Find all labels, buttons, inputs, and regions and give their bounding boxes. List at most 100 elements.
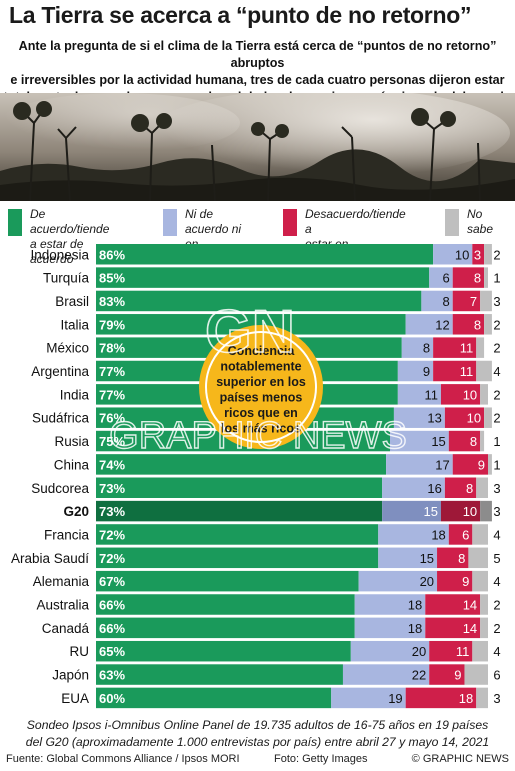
data-label-neutral: 18 — [431, 527, 445, 542]
data-label-neutral: 8 — [423, 341, 430, 356]
bar-agree — [96, 664, 343, 685]
data-label-disagree: 9 — [462, 574, 469, 589]
forest-fire-photo — [0, 93, 515, 201]
callout-text: ricos que en — [224, 406, 298, 420]
data-label-agree: 72% — [99, 551, 125, 566]
source-text: Fuente: Global Commons Alliance / Ipsos … — [6, 753, 240, 765]
bar-dontknow — [476, 477, 488, 498]
data-label-dontknow: 6 — [493, 668, 500, 683]
bar-disagree — [448, 524, 473, 545]
data-label-agree: 78% — [99, 341, 125, 356]
category-label: RU — [70, 644, 90, 659]
bar-disagree — [437, 547, 469, 569]
bar-agree — [96, 244, 434, 265]
category-label: EUA — [61, 691, 89, 706]
data-label-agree: 73% — [99, 504, 125, 519]
category-label: Alemania — [33, 574, 90, 589]
bar-disagree — [440, 500, 481, 522]
data-label-disagree: 18 — [459, 691, 473, 706]
category-label: G20 — [63, 504, 89, 519]
data-label-neutral: 22 — [412, 668, 426, 683]
data-label-disagree: 10 — [463, 387, 477, 402]
data-label-neutral: 15 — [420, 551, 434, 566]
bar-dontknow — [464, 664, 488, 685]
bar-agree — [96, 500, 383, 522]
bar-disagree — [444, 477, 477, 498]
bar-dontknow — [484, 244, 492, 265]
category-label: Canadá — [42, 621, 90, 636]
bar-disagree — [472, 244, 485, 265]
bar-neutral — [433, 244, 473, 265]
bar-neutral — [378, 524, 449, 545]
bar-dontknow — [480, 384, 488, 405]
bar-agree — [96, 570, 359, 592]
data-label-disagree: 11 — [460, 364, 474, 379]
bar-dontknow — [472, 570, 488, 592]
bar-agree — [96, 314, 406, 335]
bar-agree — [96, 640, 351, 662]
category-label: China — [54, 457, 90, 472]
data-label-dontknow: 3 — [493, 294, 500, 309]
data-label-neutral: 19 — [388, 691, 402, 706]
legend-label: No — [467, 207, 483, 221]
data-label-dontknow: 4 — [493, 644, 500, 659]
data-label-agree: 66% — [99, 598, 125, 613]
category-label: India — [60, 387, 90, 402]
legend-swatch — [283, 209, 297, 236]
data-label-neutral: 20 — [412, 644, 426, 659]
data-label-neutral: 8 — [442, 294, 449, 309]
data-label-agree: 77% — [99, 364, 125, 379]
bar-disagree — [425, 617, 481, 639]
legend-swatch — [8, 209, 22, 236]
data-label-disagree: 7 — [470, 294, 477, 309]
data-label-agree: 86% — [99, 247, 125, 262]
data-label-neutral: 10 — [455, 247, 469, 262]
data-label-neutral: 18 — [408, 621, 422, 636]
footnote: Sondeo Ipsos i-Omnibus Online Panel de 1… — [0, 717, 515, 751]
bar-dontknow — [476, 360, 492, 382]
data-label-dontknow: 1 — [493, 271, 500, 286]
bar-neutral — [350, 640, 430, 662]
category-label: Argentina — [31, 364, 89, 379]
bar-dontknow — [476, 337, 485, 358]
data-label-disagree: 3 — [474, 247, 481, 262]
bar-dontknow — [484, 407, 492, 428]
data-label-disagree: 8 — [466, 481, 473, 496]
data-label-disagree: 8 — [470, 434, 477, 449]
bar-agree — [96, 617, 355, 639]
callout-text: los más ricos — [221, 422, 301, 436]
bar-neutral — [429, 267, 453, 288]
subtitle-line: e irreversibles por la actividad humana,… — [10, 73, 505, 87]
callout-text: países menos — [220, 391, 303, 405]
data-label-dontknow: 4 — [493, 574, 500, 589]
category-label: Australia — [36, 598, 89, 613]
subtitle-line: Ante la pregunta de si el clima de la Ti… — [18, 39, 497, 70]
callout-ring — [205, 331, 317, 443]
legend-label: a estar de acuerdo — [30, 237, 84, 266]
category-label: Indonesia — [30, 247, 89, 262]
data-label-neutral: 16 — [427, 481, 441, 496]
bar-neutral — [393, 407, 445, 428]
data-label-dontknow: 3 — [493, 481, 500, 496]
bar-agree — [96, 477, 383, 498]
data-label-dontknow: 2 — [493, 247, 500, 262]
bar-dontknow — [480, 500, 492, 522]
data-label-disagree: 10 — [463, 504, 477, 519]
data-label-dontknow: 1 — [493, 457, 500, 472]
bar-neutral — [358, 570, 438, 592]
data-label-agree: 75% — [99, 434, 125, 449]
bar-neutral — [354, 594, 426, 615]
data-label-agree: 67% — [99, 574, 125, 589]
footnote-line: Sondeo Ipsos i-Omnibus Online Panel de 1… — [26, 718, 489, 732]
bar-agree — [96, 454, 387, 475]
legend-swatch — [163, 209, 177, 236]
bar-neutral — [405, 314, 453, 335]
bar-dontknow — [480, 594, 488, 615]
data-label-dontknow: 2 — [493, 621, 500, 636]
data-label-dontknow: 1 — [493, 434, 500, 449]
data-label-dontknow: 3 — [493, 691, 500, 706]
category-label: Arabia Saudí — [11, 551, 89, 566]
data-label-agree: 77% — [99, 387, 125, 402]
category-label: Sudcorea — [31, 481, 89, 496]
bar-disagree — [444, 407, 485, 428]
